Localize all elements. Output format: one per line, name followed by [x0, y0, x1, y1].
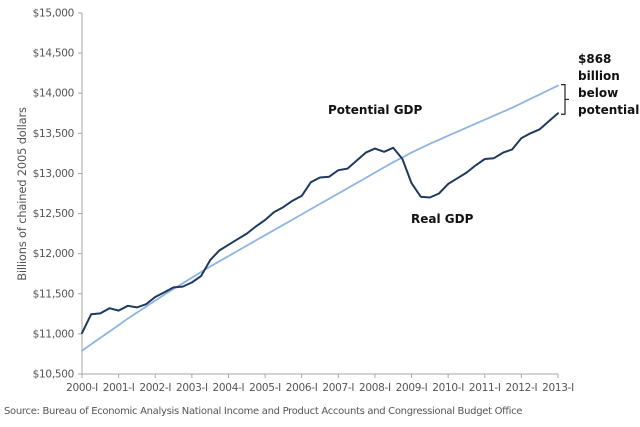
annotation-real-gdp: Real GDP — [411, 212, 474, 226]
y-tick-label: $12,000 — [33, 248, 74, 260]
series-layer — [81, 84, 559, 352]
y-axis-title: Billions of chained 2005 dollars — [15, 107, 29, 281]
y-tick-label: $14,500 — [33, 48, 74, 60]
bracket-path — [561, 84, 569, 115]
gap-label: $868 billion below potential — [578, 52, 639, 117]
gap-label-line: $868 — [578, 52, 611, 66]
x-tick-label: 2007-I — [322, 382, 354, 394]
x-tick-label: 2013-I — [542, 382, 574, 394]
y-tick-label: $10,500 — [33, 369, 74, 381]
annotation-potential-gdp: Potential GDP — [328, 103, 423, 117]
x-tick-label: 2000-I — [66, 382, 98, 394]
x-tick-label: 2003-I — [176, 382, 208, 394]
y-tick-label: $13,500 — [33, 128, 74, 140]
gap-label-line: potential — [578, 103, 639, 117]
x-tick-label: 2009-I — [396, 382, 428, 394]
gap-bracket — [561, 84, 569, 115]
x-axis: 2000-I 2001-I 2002-I 2003-I 2004-I 2005-I 2006… — [66, 373, 574, 394]
y-tick-label: $13,000 — [33, 168, 74, 180]
source-note: Source: Bureau of Economic Analysis Nati… — [4, 406, 522, 417]
y-tick-label: $14,000 — [33, 88, 74, 100]
gap-label-line: below — [578, 86, 618, 100]
x-tick-label: 2012-I — [505, 382, 537, 394]
x-tick-label: 2011-I — [469, 382, 501, 394]
x-tick-label: 2010-I — [432, 382, 464, 394]
series-line-potential-gdp — [81, 84, 559, 352]
y-axis: $10,500 $11,000 $11,500 $12,000 $12,500 $13,0… — [33, 8, 83, 381]
x-tick-label: 2005-I — [249, 382, 281, 394]
y-tick-label: $12,500 — [33, 208, 74, 220]
y-tick-label: $11,500 — [33, 288, 74, 300]
x-tick-label: 2002-I — [139, 382, 171, 394]
x-tick-label: 2008-I — [359, 382, 391, 394]
gap-label-line: billion — [578, 69, 620, 83]
x-tick-label: 2004-I — [213, 382, 245, 394]
series-line-real-gdp — [81, 112, 559, 335]
y-tick-label: $11,000 — [33, 328, 74, 340]
y-tick-label: $15,000 — [33, 8, 74, 20]
x-tick-label: 2001-I — [103, 382, 135, 394]
x-tick-label: 2006-I — [286, 382, 318, 394]
